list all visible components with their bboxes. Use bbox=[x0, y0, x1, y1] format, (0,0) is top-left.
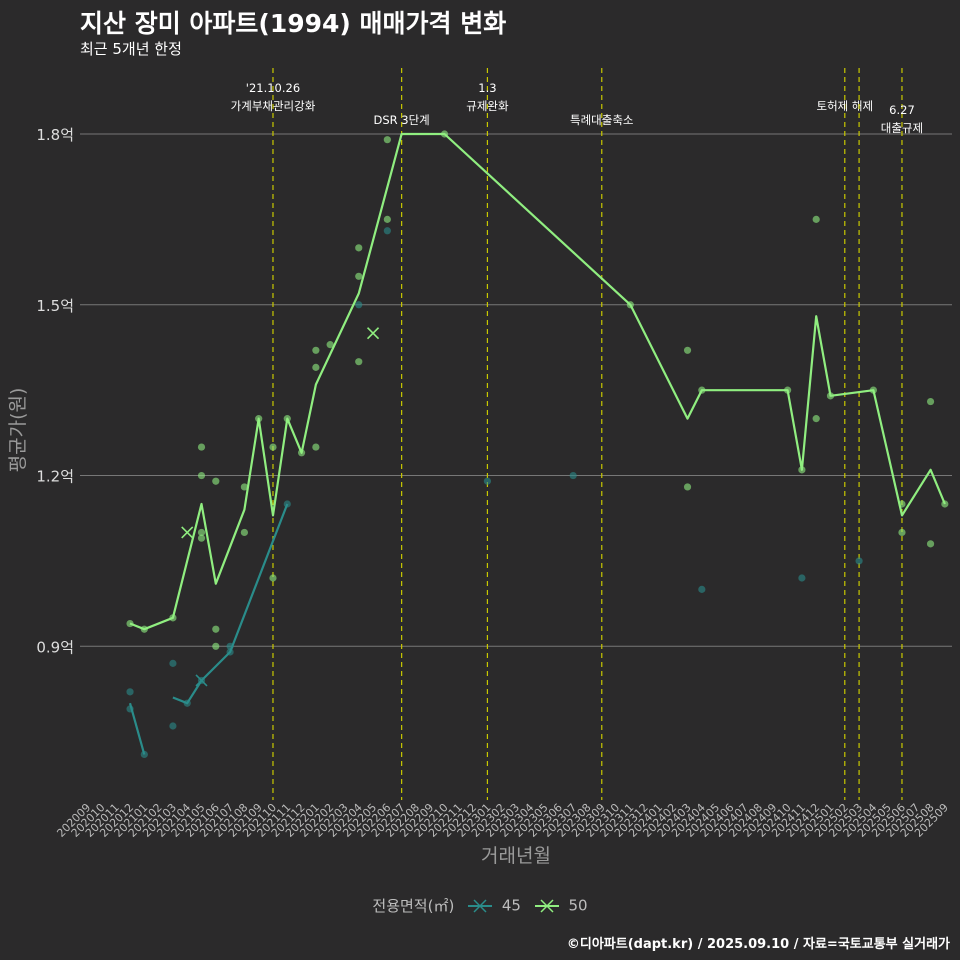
data-point-45 bbox=[855, 557, 863, 565]
x-marker-50 bbox=[366, 327, 380, 340]
data-point-50 bbox=[355, 244, 363, 252]
series-line-50 bbox=[129, 132, 946, 631]
data-point-50 bbox=[683, 346, 692, 354]
event-annotation: 토허제 해제 bbox=[817, 99, 874, 113]
data-point-50 bbox=[683, 483, 692, 491]
x-axis-title: 거래년월 bbox=[481, 845, 551, 867]
data-point-45 bbox=[169, 722, 177, 730]
data-point-45 bbox=[126, 688, 134, 696]
x-marker-stroke bbox=[181, 526, 194, 539]
data-point-50 bbox=[197, 534, 206, 542]
x-marker-stroke bbox=[195, 674, 208, 687]
legend-title: 전용면적(㎡) bbox=[372, 897, 455, 915]
data-point-50 bbox=[269, 443, 277, 451]
data-point-45 bbox=[355, 301, 363, 309]
legend-key-45-icon bbox=[468, 898, 493, 913]
legend-label-50: 50 bbox=[568, 896, 588, 915]
data-point-50 bbox=[812, 215, 820, 223]
data-point-50 bbox=[812, 415, 820, 423]
event-annotation: DSR 3단계 bbox=[373, 113, 429, 127]
event-annotation: '21.10.26 bbox=[246, 81, 300, 95]
data-point-50 bbox=[212, 477, 220, 485]
event-annotation: 1.3 bbox=[478, 81, 496, 95]
data-point-50 bbox=[197, 471, 206, 480]
chart-title: 지산 장미 아파트(1994) 매매가격 변화 bbox=[80, 9, 507, 38]
series-line-45 bbox=[172, 503, 289, 705]
data-point-45 bbox=[569, 471, 577, 480]
data-point-45 bbox=[798, 574, 806, 582]
data-point-50 bbox=[197, 528, 206, 537]
data-point-50 bbox=[926, 540, 935, 548]
chart-subtitle: 최근 5개년 한정 bbox=[80, 40, 182, 58]
legend: 전용면적(㎡) 45 50 bbox=[0, 895, 960, 916]
data-point-45 bbox=[698, 585, 706, 593]
event-annotation: 특례대출축소 bbox=[570, 113, 633, 127]
data-point-50 bbox=[355, 272, 363, 280]
data-point-50 bbox=[898, 528, 906, 537]
data-point-50 bbox=[312, 443, 320, 451]
event-annotation: 대출규제 bbox=[881, 121, 923, 135]
data-point-50 bbox=[326, 341, 334, 349]
event-annotation: 규제완화 bbox=[466, 99, 509, 113]
y-tick-label: 1.8억 bbox=[36, 126, 74, 144]
legend-key-50-icon bbox=[534, 898, 559, 913]
data-point-50 bbox=[197, 443, 206, 451]
y-tick-label: 0.9억 bbox=[36, 638, 74, 656]
y-tick-label: 1.2억 bbox=[36, 468, 74, 486]
source-caption: ©디아파트(dapt.kr) / 2025.09.10 / 자료=국토교통부 실… bbox=[566, 937, 950, 952]
legend-label-45: 45 bbox=[501, 896, 521, 915]
data-point-50 bbox=[240, 528, 248, 537]
event-annotation: 6.27 bbox=[889, 103, 915, 117]
data-point-45 bbox=[383, 227, 391, 235]
y-tick-label: 1.5억 bbox=[36, 297, 74, 315]
data-point-50 bbox=[926, 397, 935, 406]
data-point-50 bbox=[312, 363, 320, 371]
x-marker-stroke bbox=[366, 327, 380, 340]
data-point-50 bbox=[240, 483, 248, 491]
x-marker-45 bbox=[195, 674, 208, 687]
data-point-45 bbox=[483, 477, 492, 485]
series-line-45 bbox=[128, 702, 146, 755]
data-point-50 bbox=[383, 136, 391, 144]
data-point-50 bbox=[269, 574, 277, 582]
data-point-50 bbox=[212, 625, 220, 633]
x-marker-50 bbox=[181, 526, 194, 539]
data-point-50 bbox=[355, 358, 363, 366]
y-axis-title: 평균가(원) bbox=[7, 388, 29, 473]
data-point-50 bbox=[383, 215, 391, 223]
data-point-45 bbox=[169, 659, 177, 667]
event-annotation: 가계부채관리강화 bbox=[231, 99, 316, 113]
data-point-50 bbox=[212, 642, 220, 650]
data-point-50 bbox=[312, 346, 320, 354]
